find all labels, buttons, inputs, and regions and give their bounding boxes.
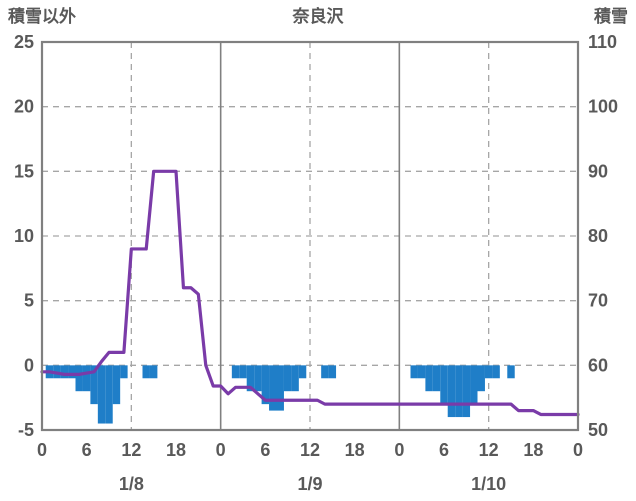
right-axis-title: 積雪 (594, 6, 628, 26)
left-axis-title: 積雪以外 (8, 6, 76, 26)
left-axis-tick-label: 20 (14, 97, 34, 117)
date-label: 1/9 (297, 474, 322, 494)
bar-segment (60, 365, 69, 379)
hour-tick-label: 18 (345, 440, 365, 460)
hour-tick-label: 12 (300, 440, 320, 460)
bar-segment (231, 365, 240, 379)
left-axis-tick-label: 0 (24, 355, 34, 375)
hour-tick-label: 0 (216, 440, 226, 460)
bar-segment (417, 365, 426, 379)
bar-segment (298, 365, 307, 379)
bar-segment (484, 365, 493, 379)
hour-tick-label: 12 (121, 440, 141, 460)
hour-tick-label: 0 (394, 440, 404, 460)
left-axis-tick-label: 15 (14, 161, 34, 181)
hour-tick-label: 0 (37, 440, 47, 460)
plot-border (40, 40, 580, 432)
bar-segment (97, 365, 106, 424)
bar-segment (283, 365, 292, 392)
bar-segment (149, 365, 158, 379)
bar-segment (291, 365, 299, 392)
bar-segment (432, 365, 441, 392)
bar-segment (68, 365, 76, 379)
hour-tick-label: 0 (573, 440, 583, 460)
bar-segment (269, 365, 277, 411)
bar-segment (492, 365, 500, 379)
left-axis-tick-label: 25 (14, 32, 34, 52)
hour-tick-label: 18 (166, 440, 186, 460)
hour-tick-label: 6 (439, 440, 449, 460)
bar-segment (470, 365, 478, 405)
bar-segment (75, 365, 83, 392)
bar-segment (261, 365, 270, 405)
right-axis-tick-label: 90 (588, 161, 608, 181)
right-axis-tick-label: 100 (588, 97, 618, 117)
bar-segment (507, 365, 515, 379)
bar-segment (90, 365, 98, 405)
hour-tick-label: 18 (523, 440, 543, 460)
bar-segment (105, 365, 113, 424)
chart-title: 奈良沢 (292, 6, 345, 26)
line-series (40, 169, 580, 417)
hour-tick-label: 12 (479, 440, 499, 460)
left-axis-tick-label: 5 (24, 291, 34, 311)
date-label: 1/8 (119, 474, 144, 494)
bar-segment (82, 365, 91, 392)
bar-segment (254, 365, 262, 392)
right-axis-tick-label: 80 (588, 226, 608, 246)
date-label: 1/10 (471, 474, 506, 494)
bar-segment (455, 365, 463, 418)
left-axis-tick-label: 10 (14, 226, 34, 246)
bar-segment (328, 365, 337, 379)
hour-tick-label: 6 (82, 440, 92, 460)
bar-segment (112, 365, 121, 405)
right-axis-tick-label: 70 (588, 291, 608, 311)
bar-segment (477, 365, 485, 392)
bar-segment (246, 365, 255, 392)
hour-tick-label: 6 (260, 440, 270, 460)
bar-segment (120, 365, 128, 379)
right-axis-tick-label: 60 (588, 355, 608, 375)
bar-segment (410, 365, 418, 379)
bar-segment (462, 365, 471, 418)
left-axis-tick-label: -5 (18, 420, 34, 440)
right-axis-tick-label: 110 (588, 32, 617, 52)
bar-segment (239, 365, 247, 379)
right-axis-tick-label: 50 (588, 420, 608, 440)
bar-segment (447, 365, 456, 418)
bar-segment (321, 365, 329, 379)
bar-segment (440, 365, 448, 405)
bar-segment (425, 365, 433, 392)
bar-segment (142, 365, 150, 379)
bar-segment (276, 365, 284, 411)
